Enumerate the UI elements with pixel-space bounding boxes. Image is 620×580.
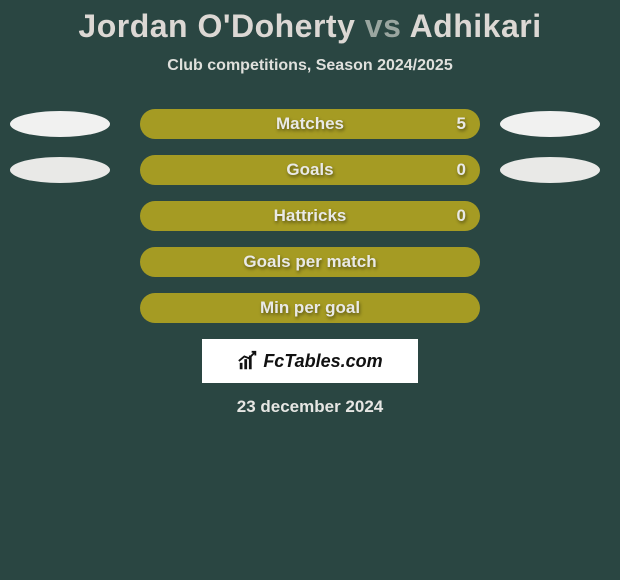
- stat-row: Hattricks 0: [0, 201, 620, 231]
- stat-bar: Hattricks 0: [140, 201, 480, 231]
- right-ellipse: [500, 111, 600, 137]
- stat-label: Goals: [286, 160, 333, 180]
- stat-label: Goals per match: [243, 252, 376, 272]
- stat-bar: Goals 0: [140, 155, 480, 185]
- player2-name: Adhikari: [410, 8, 542, 44]
- stat-label: Min per goal: [260, 298, 360, 318]
- comparison-title: Jordan O'Doherty vs Adhikari: [0, 0, 620, 45]
- stat-label: Matches: [276, 114, 344, 134]
- stat-row: Min per goal: [0, 293, 620, 323]
- stat-row: Matches 5: [0, 109, 620, 139]
- stat-bar: Goals per match: [140, 247, 480, 277]
- stat-row: Goals per match: [0, 247, 620, 277]
- brand-text: FcTables.com: [263, 351, 382, 372]
- stat-value: 0: [457, 206, 466, 226]
- subtitle: Club competitions, Season 2024/2025: [0, 57, 620, 75]
- stat-label: Hattricks: [274, 206, 347, 226]
- stat-bar: Min per goal: [140, 293, 480, 323]
- stat-value: 5: [457, 114, 466, 134]
- vs-label: vs: [365, 8, 402, 44]
- stat-bar: Matches 5: [140, 109, 480, 139]
- stat-value: 0: [457, 160, 466, 180]
- chart-icon: [237, 350, 259, 372]
- stat-row: Goals 0: [0, 155, 620, 185]
- right-ellipse: [500, 157, 600, 183]
- date-label: 23 december 2024: [0, 397, 620, 417]
- player1-name: Jordan O'Doherty: [78, 8, 355, 44]
- brand-badge: FcTables.com: [202, 339, 418, 383]
- stats-rows: Matches 5 Goals 0 Hattricks 0 Goals per match M…: [0, 109, 620, 323]
- left-ellipse: [10, 111, 110, 137]
- left-ellipse: [10, 157, 110, 183]
